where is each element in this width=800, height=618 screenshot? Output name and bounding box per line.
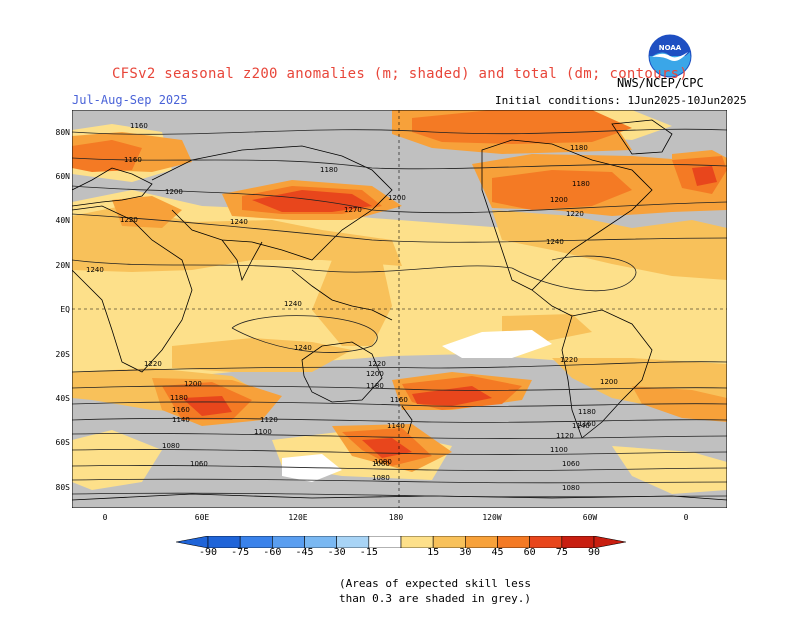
colorbar-label: 60 — [523, 547, 536, 558]
contour-label: 1140 — [172, 416, 190, 424]
lat-label: 20N — [55, 261, 70, 270]
contour-label: 1240 — [284, 300, 302, 308]
contour-label: 1220 — [120, 216, 138, 224]
lat-label: 40N — [55, 216, 70, 225]
anomaly-map — [72, 110, 727, 508]
skill-note-line-1: (Areas of expected skill less — [338, 577, 532, 590]
contour-label: 1160 — [172, 406, 190, 414]
contour-label: 1180 — [320, 166, 338, 174]
lat-label: 60S — [55, 438, 70, 447]
contour-label: 1140 — [572, 422, 590, 430]
lon-label: 60W — [582, 513, 598, 522]
agency-label: NWS/NCEP/CPC — [617, 76, 704, 90]
contour-label: 1200 — [550, 196, 568, 204]
contour-label: 1120 — [260, 416, 278, 424]
initial-conditions-label: Initial conditions: 1Jun2025-10Jun2025 — [495, 94, 747, 107]
grid-lines — [72, 110, 727, 508]
shading-75 — [182, 166, 717, 458]
skill-note: (Areas of expected skill less than 0.3 a… — [0, 576, 800, 606]
colorbar-label: 30 — [459, 547, 472, 558]
contour-label: 1160 — [124, 156, 142, 164]
contour-label: 1240 — [294, 344, 312, 352]
contour-label: 1200 — [184, 380, 202, 388]
lat-label: 20S — [55, 350, 70, 359]
contour-label: 1240 — [86, 266, 104, 274]
contour-label: 1220 — [368, 360, 386, 368]
contour-label: 1120 — [556, 432, 574, 440]
lon-label: 120E — [288, 513, 308, 522]
colorbar-label: -15 — [359, 547, 378, 558]
contour-label: 1180 — [578, 408, 596, 416]
lon-label: 0 — [683, 513, 689, 522]
contour-label: 1060 — [562, 460, 580, 468]
lon-label: 60E — [194, 513, 210, 522]
contour-label: 1060 — [372, 460, 390, 468]
lat-label: 60N — [55, 172, 70, 181]
contour-label: 1080 — [374, 458, 392, 466]
lat-label: 80N — [55, 128, 70, 137]
contour-label: 1270 — [344, 206, 362, 214]
contour-label: 1220 — [560, 356, 578, 364]
colorbar-label: 15 — [427, 547, 440, 558]
contour-label: 1200 — [600, 378, 618, 386]
contour-label: 1200 — [165, 188, 183, 196]
contour-label: 1160 — [130, 122, 148, 130]
lat-label: EQ — [60, 305, 70, 314]
contour-label: 1100 — [550, 446, 568, 454]
lat-label: 80S — [55, 483, 70, 492]
lon-label: 120W — [482, 513, 502, 522]
skill-note-line-2: than 0.3 are shaded in grey.) — [338, 592, 532, 605]
contour-label: 1140 — [387, 422, 405, 430]
lat-label: 40S — [55, 394, 70, 403]
contour-label: 1180 — [570, 144, 588, 152]
season-label: Jul-Aug-Sep 2025 — [72, 93, 188, 107]
colorbar-label: -90 — [198, 547, 218, 558]
colorbar-label: -45 — [295, 547, 314, 558]
colorbar-arrow-right — [593, 536, 626, 548]
contour-label: 1080 — [372, 474, 390, 482]
colorbar-label: 45 — [491, 547, 504, 558]
contour-label: 1080 — [562, 484, 580, 492]
height-contours — [72, 128, 727, 498]
svg-text:NOAA: NOAA — [659, 44, 682, 52]
colorbar-label: 90 — [587, 547, 601, 558]
colorbar — [176, 536, 626, 548]
map-title: CFSv2 seasonal z200 anomalies (m; shaded… — [111, 66, 689, 82]
contour-label: 1240 — [546, 238, 564, 246]
colorbar-label: -60 — [263, 547, 282, 558]
contour-label: 1200 — [388, 194, 406, 202]
contour-label: 1180 — [572, 180, 590, 188]
contour-label: 1160 — [390, 396, 408, 404]
colorbar-label: 75 — [555, 547, 568, 558]
colorbar-label: -30 — [327, 547, 346, 558]
lon-label: 0 — [102, 513, 108, 522]
contour-label: 1220 — [566, 210, 584, 218]
contour-label: 1100 — [254, 428, 272, 436]
contour-label: 1200 — [366, 370, 384, 378]
contour-label: 1180 — [366, 382, 384, 390]
noaa-logo-icon: NOAA — [648, 34, 692, 78]
contour-label: 1220 — [144, 360, 162, 368]
contour-label: 1240 — [230, 218, 248, 226]
contour-label: 1080 — [162, 442, 180, 450]
contour-labels: 1160 1160 1180 1200 1220 1240 1270 1200 1180 1180… — [86, 122, 618, 492]
contour-label: 1180 — [170, 394, 188, 402]
contour-label: 1160 — [578, 420, 596, 428]
contour-label: 1060 — [190, 460, 208, 468]
lon-label: 180 — [388, 513, 404, 522]
colorbar-label: -75 — [231, 547, 250, 558]
